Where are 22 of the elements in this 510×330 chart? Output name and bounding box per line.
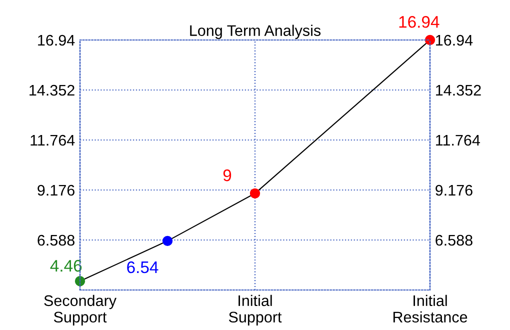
y2-tick-label: 6.588 — [436, 234, 472, 246]
y2-tick-label: 9.176 — [436, 184, 472, 196]
data-label: 4.46 — [50, 260, 82, 272]
y2-tick-label: 14.352 — [436, 84, 481, 96]
chart-title: Long Term Analysis — [190, 24, 321, 40]
point — [74, 276, 86, 286]
x-tick-label: Secondary Support — [44, 294, 116, 326]
point — [250, 188, 260, 198]
y-tick-label: 14.352 — [30, 84, 74, 96]
data-label: 16.94 — [399, 16, 440, 28]
x-tick-label: Initial Resistance — [393, 294, 468, 323]
point — [162, 236, 173, 246]
y2-tick-label: 11.764 — [436, 134, 480, 146]
y2-tick-label: 16.94 — [436, 34, 473, 46]
data-label: 9 — [223, 169, 232, 182]
y-tick-label: 6.588 — [38, 234, 74, 246]
y-tick-label: 16.94 — [38, 34, 75, 46]
point — [424, 34, 436, 46]
y-tick-label: 11.764 — [30, 134, 75, 146]
x-tick-label: Initial Support — [228, 294, 282, 326]
data-label: 6.54 — [127, 261, 158, 274]
y-tick-label: 9.176 — [38, 184, 74, 196]
